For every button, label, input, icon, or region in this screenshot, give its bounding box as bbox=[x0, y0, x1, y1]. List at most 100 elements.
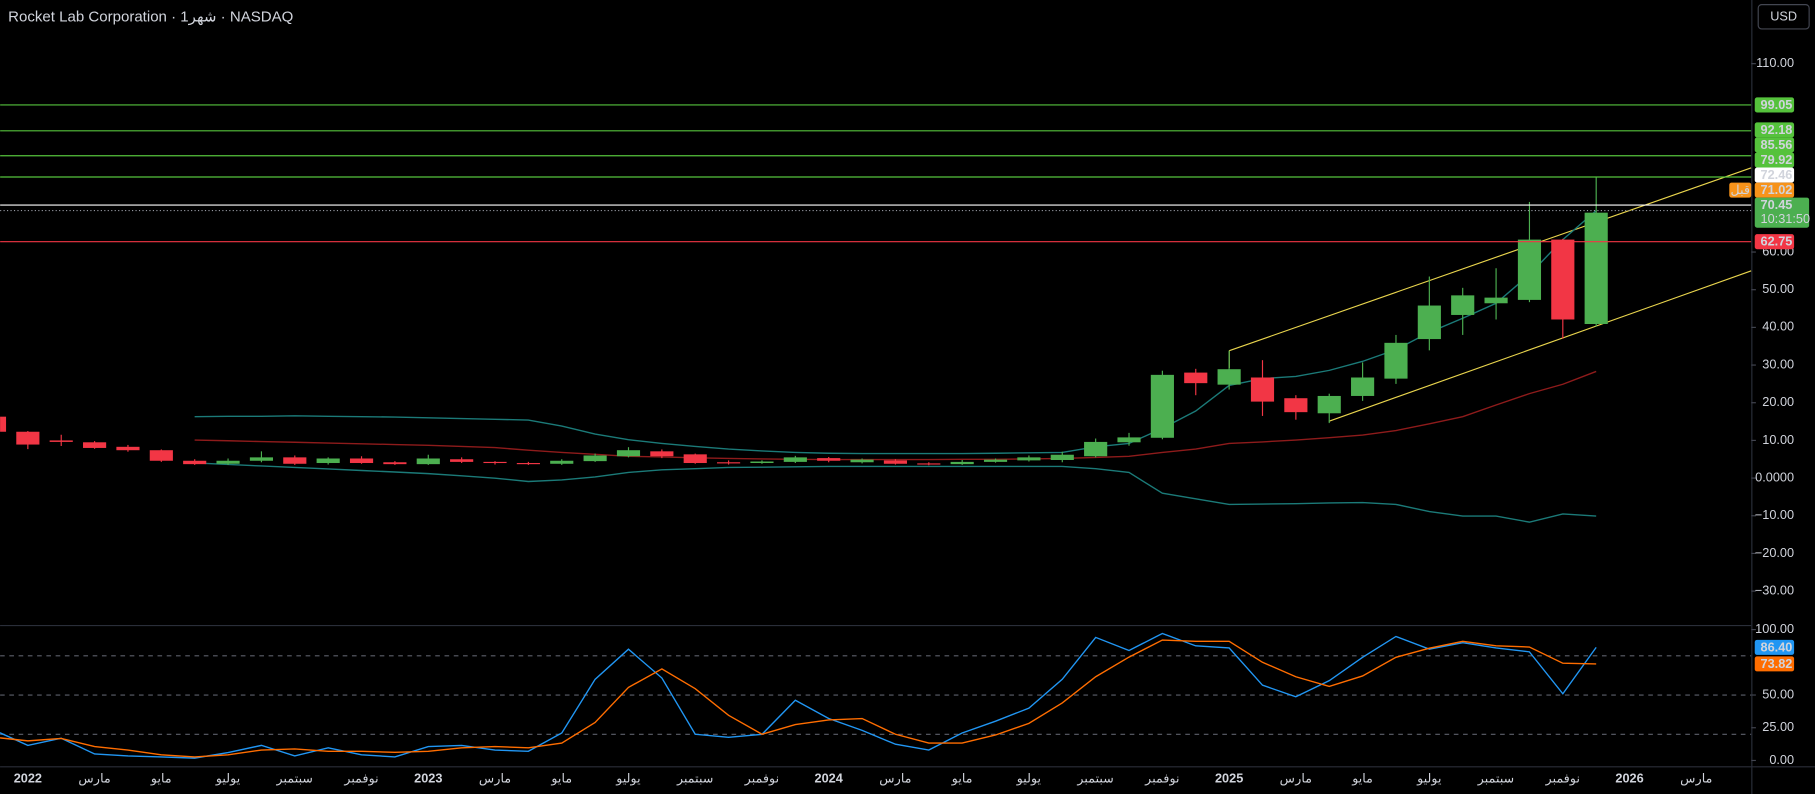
candle-body bbox=[49, 440, 73, 442]
candle-body bbox=[1117, 437, 1141, 443]
candle-body bbox=[917, 463, 941, 465]
x-tick-label: سبتمبر bbox=[1477, 770, 1515, 786]
candle-body bbox=[1451, 295, 1475, 315]
candle-body bbox=[1551, 239, 1575, 320]
candle-body bbox=[1150, 374, 1174, 438]
x-tick-label: نوفمبر bbox=[1545, 770, 1580, 786]
candle-body bbox=[1384, 342, 1408, 379]
y-tick-label: 100.00 bbox=[1755, 621, 1794, 636]
x-tick-label: يوليو bbox=[1416, 770, 1442, 786]
candle-body bbox=[416, 458, 440, 465]
candle-body bbox=[683, 454, 707, 464]
price-label-box bbox=[1754, 122, 1795, 138]
candle-body bbox=[1017, 457, 1041, 461]
x-tick-label: مايو bbox=[550, 770, 572, 786]
y-tick-label: −10.00 bbox=[1755, 507, 1794, 522]
candle-body bbox=[616, 450, 641, 457]
candle-body bbox=[883, 460, 908, 464]
candle-body bbox=[1351, 377, 1375, 396]
candle-body bbox=[450, 459, 474, 462]
candle-body bbox=[717, 462, 741, 464]
x-tick-label: مايو bbox=[1351, 770, 1373, 786]
price-label: 71.02 bbox=[1761, 182, 1793, 197]
chart-title: Rocket Lab Corporation · 1شهر · NASDAQ bbox=[8, 8, 293, 25]
price-label: 92.18 bbox=[1761, 122, 1793, 137]
candle-body bbox=[483, 461, 507, 464]
candle-body bbox=[249, 457, 274, 461]
last-value-label: 86.40 bbox=[1761, 639, 1793, 654]
x-tick-label: يوليو bbox=[1016, 770, 1042, 786]
candle-body bbox=[16, 431, 40, 445]
price-label-box bbox=[1754, 167, 1795, 183]
candle-body bbox=[149, 450, 173, 461]
candle-body bbox=[950, 461, 974, 465]
last-value-label: 73.82 bbox=[1761, 656, 1793, 671]
x-tick-label: سبتمبر bbox=[1076, 770, 1114, 786]
price-label: 79.92 bbox=[1761, 152, 1793, 167]
x-tick-label: نوفمبر bbox=[343, 770, 378, 786]
x-tick-label: مارس bbox=[78, 770, 110, 786]
y-tick-label: 20.00 bbox=[1762, 394, 1794, 409]
x-tick-label: 2024 bbox=[815, 770, 843, 785]
x-tick-label: يوليو bbox=[615, 770, 641, 786]
y-tick-label: 0.0000 bbox=[1755, 469, 1794, 484]
x-tick-label: مارس bbox=[1680, 770, 1712, 786]
candle-body bbox=[0, 416, 7, 432]
price-label-box bbox=[1754, 152, 1795, 168]
axes: 2022 مارس مايو يوليو سبتمبر نوفمبر 2023 مارس ماي… bbox=[14, 55, 1810, 786]
candle-body bbox=[516, 463, 540, 465]
candle-body bbox=[1484, 297, 1508, 304]
x-tick-label: يوليو bbox=[215, 770, 241, 786]
x-tick-label: 2022 bbox=[14, 770, 42, 785]
candle-body bbox=[383, 462, 407, 465]
currency-button[interactable] bbox=[1757, 4, 1810, 30]
candle-body bbox=[983, 459, 1008, 462]
candle-body bbox=[1184, 372, 1208, 384]
last-price-label: 70.45 bbox=[1761, 197, 1793, 212]
candle-body bbox=[817, 458, 841, 461]
x-tick-label: مارس bbox=[1280, 770, 1312, 786]
price-label: 72.46 bbox=[1761, 167, 1793, 182]
bollinger-line bbox=[194, 462, 1597, 523]
candle-body bbox=[116, 446, 140, 451]
x-tick-label: سبتمبر bbox=[276, 770, 314, 786]
candle-body bbox=[1417, 305, 1441, 340]
price-label-box bbox=[1754, 182, 1795, 198]
x-tick-label: 2026 bbox=[1615, 770, 1643, 785]
price-label-box bbox=[1754, 197, 1810, 228]
candle-body bbox=[1050, 454, 1074, 461]
channel-upper bbox=[1229, 167, 1752, 352]
candle-body bbox=[783, 457, 807, 462]
candle-body bbox=[83, 442, 107, 448]
candle-body bbox=[1217, 369, 1241, 385]
candle-body bbox=[283, 457, 307, 464]
y-tick-label: 40.00 bbox=[1762, 319, 1794, 334]
x-tick-label: مارس bbox=[879, 770, 911, 786]
x-tick-label: مارس bbox=[479, 770, 511, 786]
y-tick-label: 25.00 bbox=[1762, 719, 1794, 734]
oscillator-pane bbox=[0, 632, 1752, 759]
channel-lower bbox=[1328, 270, 1752, 422]
countdown-label: 10:31:50 bbox=[1761, 211, 1811, 226]
x-tick-label: 2023 bbox=[414, 770, 442, 785]
candle-body bbox=[349, 458, 374, 464]
candle-body bbox=[1584, 212, 1608, 324]
candle-body bbox=[650, 451, 674, 457]
y-tick-label: 50.00 bbox=[1762, 281, 1794, 296]
price-label-box bbox=[1754, 97, 1795, 113]
y-tick-label: 0.00 bbox=[1769, 752, 1794, 767]
bollinger-line bbox=[194, 210, 1597, 455]
candle-body bbox=[1317, 395, 1341, 414]
candle-body bbox=[1250, 377, 1275, 402]
price-label-box bbox=[1754, 234, 1795, 250]
candle-body bbox=[316, 458, 340, 464]
candle-body bbox=[183, 460, 207, 465]
currency-label[interactable]: USD bbox=[1770, 9, 1797, 24]
last-value-box bbox=[1754, 656, 1795, 672]
y-tick-label: 110.00 bbox=[1756, 55, 1794, 70]
price-pane bbox=[0, 104, 1752, 523]
x-tick-label: نوفمبر bbox=[744, 770, 779, 786]
price-label: 62.75 bbox=[1761, 234, 1793, 249]
